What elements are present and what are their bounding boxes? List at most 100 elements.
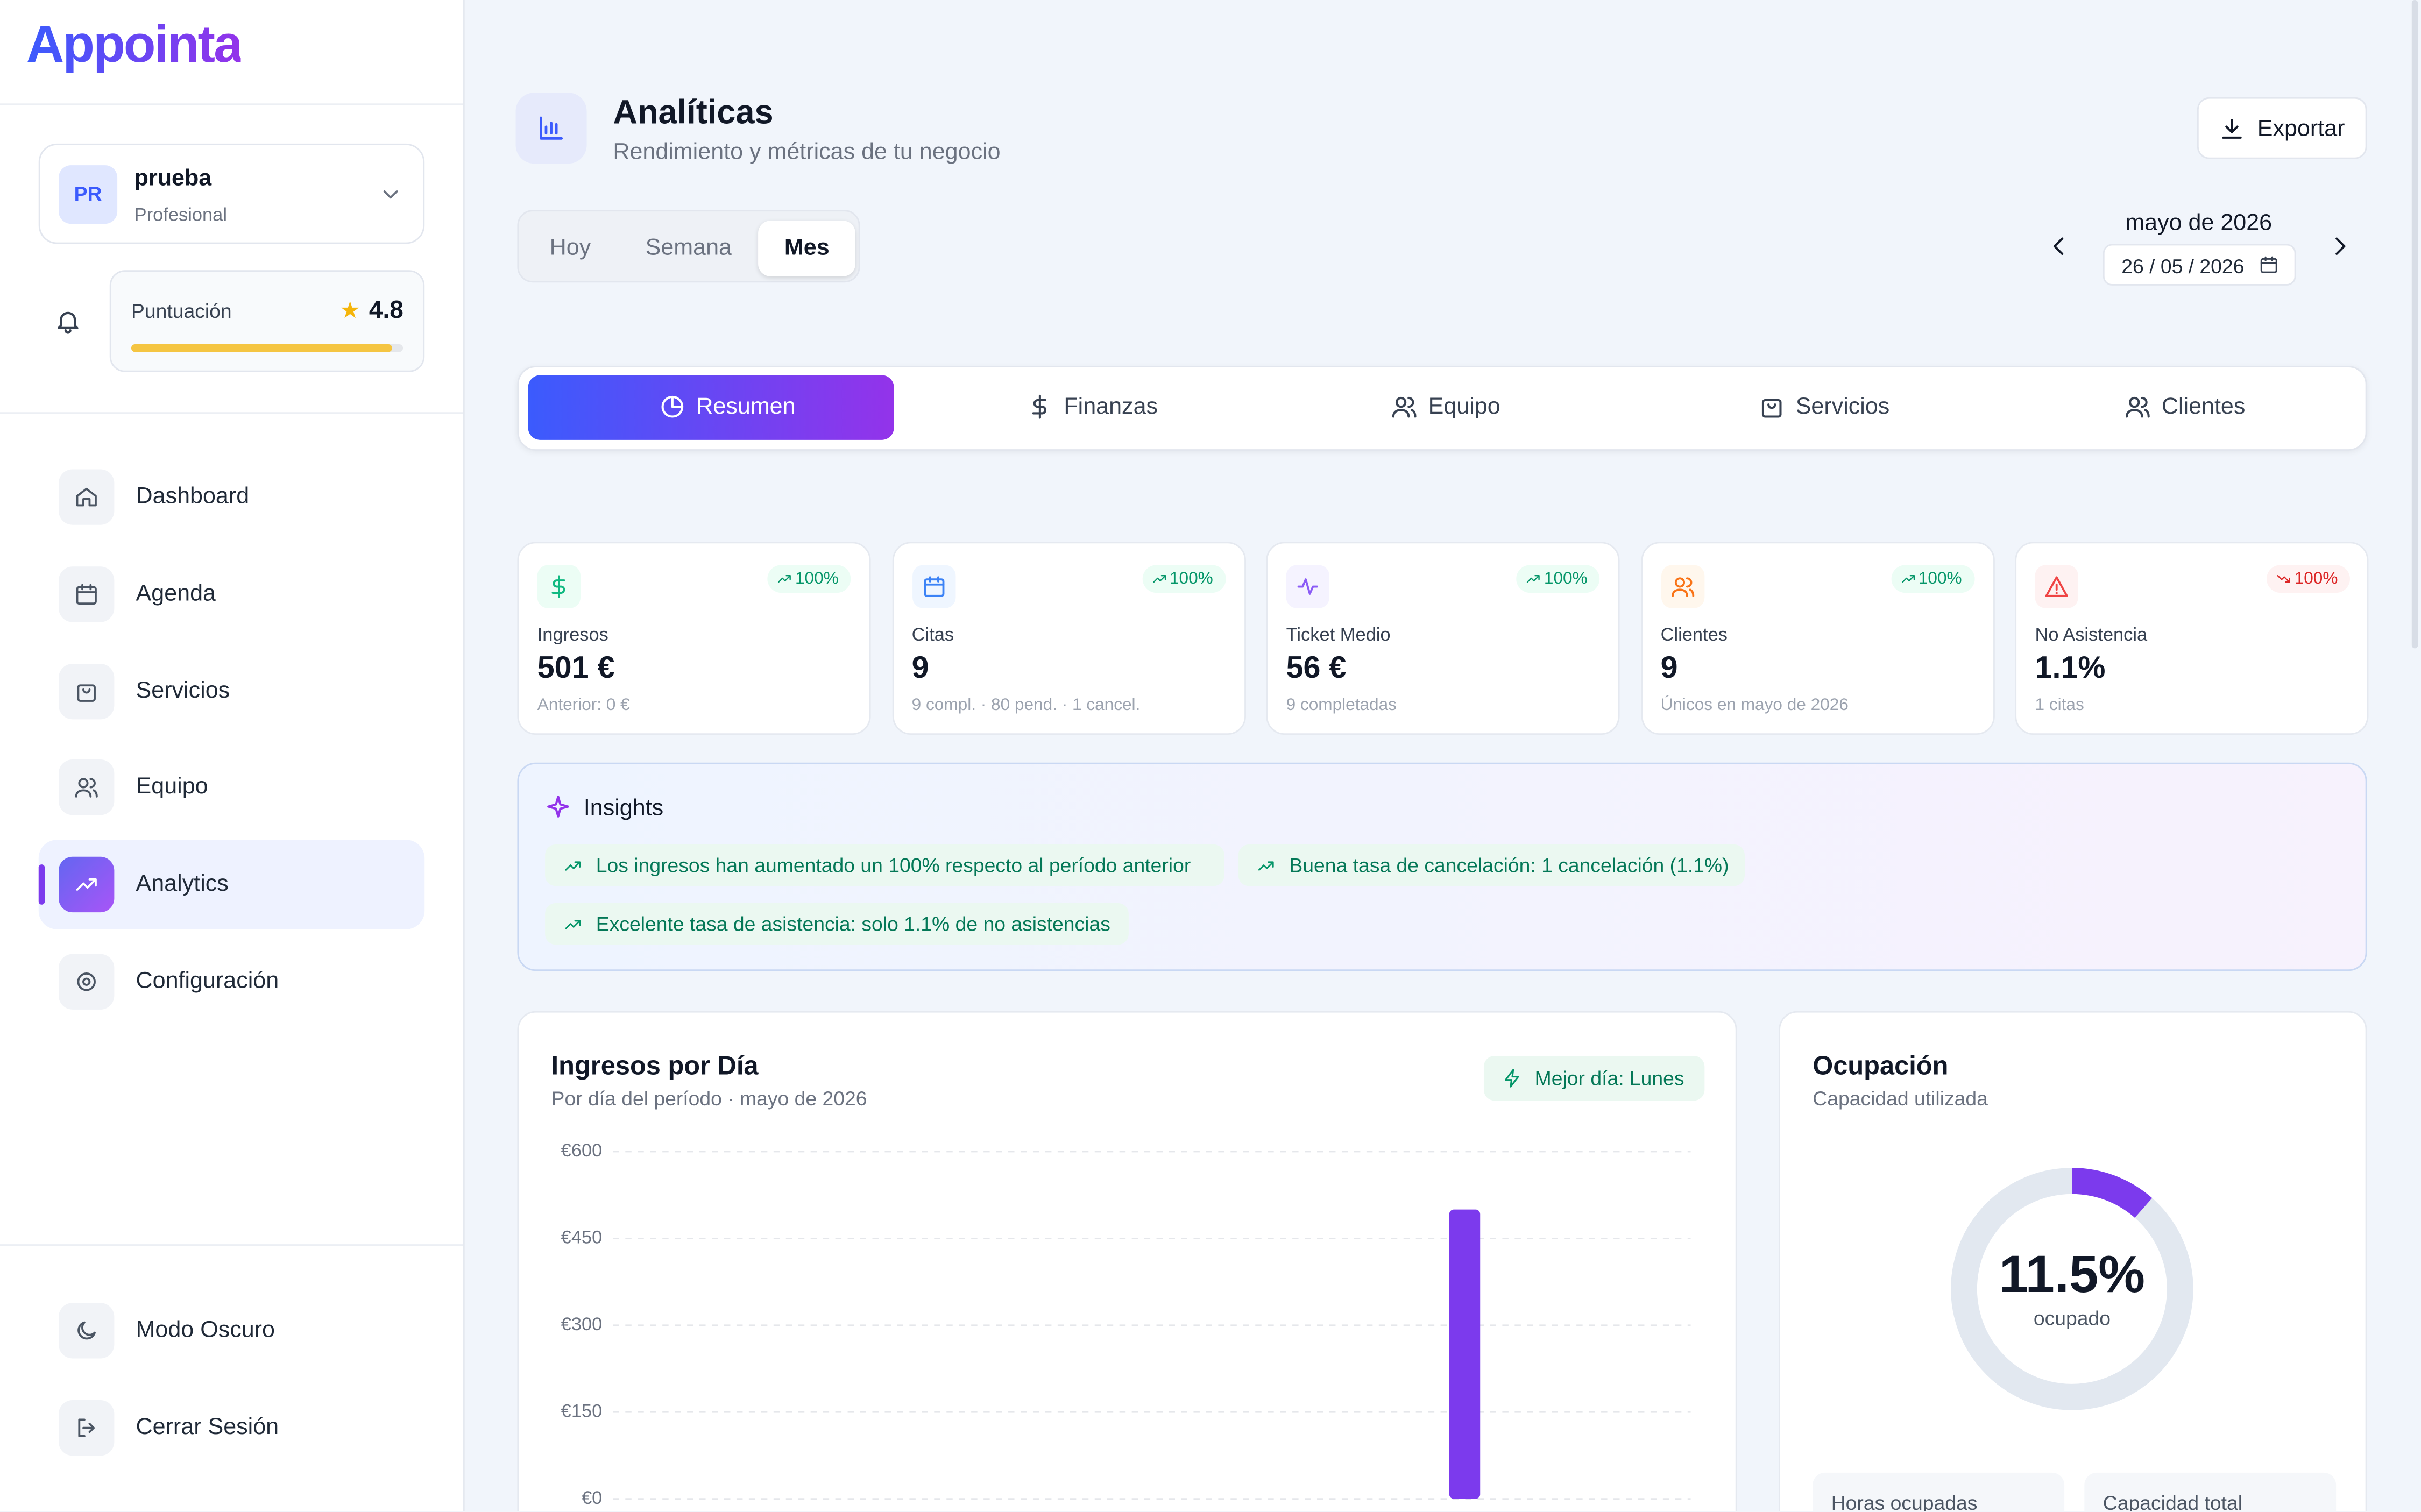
user-role: Profesional bbox=[134, 203, 228, 226]
icon bbox=[1297, 578, 1318, 595]
icon bbox=[2277, 575, 2290, 583]
kpi-change-value: 100% bbox=[795, 569, 839, 588]
icon bbox=[75, 778, 98, 798]
icon-part bbox=[1674, 577, 1684, 588]
period-option[interactable]: Mes bbox=[784, 235, 830, 261]
kpi-card: 100% Clientes 9 Únicos en mayo de 2026 bbox=[1640, 542, 1994, 735]
nav-item[interactable]: Agenda bbox=[39, 549, 424, 638]
kpi-change-value: 100% bbox=[1544, 569, 1588, 588]
footer-item[interactable]: Modo Oscuro bbox=[39, 1286, 424, 1375]
kpi-label: No Asistencia bbox=[2035, 623, 2148, 645]
nav-item[interactable]: Configuración bbox=[39, 937, 424, 1026]
icon-part bbox=[565, 920, 581, 929]
kpi-note: 9 compl. · 80 pend. · 1 cancel. bbox=[911, 696, 1141, 715]
kpi-note: 9 completadas bbox=[1286, 696, 1397, 715]
tab-label: Finanzas bbox=[1064, 393, 1158, 420]
icon[interactable] bbox=[2327, 233, 2353, 259]
date-input[interactable]: 26 / 05 / 2026 bbox=[2103, 244, 2296, 286]
nav-icon-box bbox=[59, 663, 115, 719]
rating-fill bbox=[131, 344, 392, 352]
icon-part bbox=[383, 190, 398, 199]
icon-part bbox=[77, 972, 96, 991]
insights-title: Insights bbox=[583, 794, 664, 821]
icon-part bbox=[2277, 575, 2290, 583]
icon[interactable] bbox=[2046, 233, 2072, 259]
icon-part bbox=[77, 1321, 96, 1340]
donut-center-label: ocupado bbox=[2034, 1307, 2111, 1330]
icon-part bbox=[2053, 237, 2064, 255]
icon-part bbox=[2260, 258, 2277, 273]
tab[interactable]: Servicios bbox=[1737, 375, 1938, 440]
icon-part bbox=[2335, 237, 2346, 255]
icon bbox=[78, 1418, 95, 1437]
y-tick-label: €450 bbox=[561, 1227, 603, 1247]
icon-part bbox=[82, 977, 91, 986]
icon bbox=[923, 576, 944, 597]
kpi-icon-box bbox=[911, 565, 955, 608]
kpi-change: 100% bbox=[2267, 565, 2350, 593]
icon-part bbox=[78, 1418, 95, 1437]
icon bbox=[77, 1321, 96, 1340]
kpi-value: 9 bbox=[911, 651, 929, 686]
tab[interactable]: Equipo bbox=[1370, 375, 1570, 440]
icon-part bbox=[1670, 577, 1694, 597]
nav-label: Dashboard bbox=[136, 483, 250, 510]
tab[interactable]: Resumen bbox=[638, 375, 838, 440]
nav-item[interactable]: Equipo bbox=[39, 743, 424, 833]
footer-item[interactable]: Cerrar Sesión bbox=[39, 1383, 424, 1472]
kpi-value: 1.1% bbox=[2035, 651, 2106, 686]
icon bbox=[1505, 1069, 1519, 1088]
icon-part bbox=[76, 487, 97, 507]
icon-part bbox=[2260, 256, 2277, 264]
star: ★ bbox=[339, 297, 360, 324]
kpi-label: Ingresos bbox=[537, 623, 608, 645]
period-option[interactable]: Semana bbox=[645, 235, 732, 261]
stat-label: Capacidad total bbox=[2103, 1491, 2243, 1511]
kpi-label: Clientes bbox=[1660, 623, 1728, 645]
kpi-label: Ticket Medio bbox=[1286, 623, 1391, 645]
chart-subtitle: Capacidad utilizada bbox=[1813, 1087, 1988, 1110]
period-option[interactable]: Hoy bbox=[549, 235, 591, 261]
icon[interactable] bbox=[54, 307, 82, 335]
icon-part bbox=[2045, 576, 2068, 597]
kpi-change: 100% bbox=[1516, 565, 1600, 593]
icon bbox=[1670, 577, 1694, 597]
divider bbox=[0, 1244, 463, 1246]
nav-icon-box bbox=[59, 469, 115, 525]
icon bbox=[565, 861, 581, 871]
icon bbox=[661, 395, 684, 418]
icon bbox=[2126, 396, 2150, 418]
nav-item[interactable]: Servicios bbox=[39, 646, 424, 735]
period-switch: Hoy Semana Mes bbox=[517, 210, 860, 283]
tab[interactable]: Finanzas bbox=[1005, 375, 1206, 440]
kpi-icon-box bbox=[537, 565, 581, 608]
icon bbox=[2045, 576, 2068, 597]
user-card[interactable]: PR prueba Profesional bbox=[38, 143, 425, 244]
icon bbox=[1258, 861, 1274, 871]
tab[interactable]: Clientes bbox=[2103, 375, 2304, 440]
rating-value: 4.8 bbox=[369, 297, 404, 324]
icon-part bbox=[923, 578, 944, 597]
icon bbox=[2222, 119, 2242, 139]
kpi-value: 9 bbox=[1660, 651, 1678, 686]
icon bbox=[1901, 575, 1914, 583]
export-button[interactable]: Exportar bbox=[2197, 97, 2367, 159]
icon bbox=[777, 575, 791, 583]
nav-item[interactable]: Analytics bbox=[38, 840, 425, 930]
tab-label: Clientes bbox=[2161, 393, 2246, 420]
revenue-card: Ingresos por Día Por día del período · ma… bbox=[517, 1011, 1737, 1511]
insight-text: Los ingresos han aumentado un 100% respe… bbox=[596, 854, 1191, 877]
icon-part bbox=[547, 796, 569, 818]
y-tick-label: €0 bbox=[582, 1488, 602, 1508]
kpi-change: 100% bbox=[1142, 565, 1226, 593]
kpi-icon-box bbox=[1286, 565, 1329, 608]
icon-part bbox=[78, 778, 89, 789]
nav-item[interactable]: Dashboard bbox=[39, 452, 424, 542]
logo: Appointa bbox=[26, 16, 243, 76]
icon-part bbox=[540, 116, 563, 140]
icon-part bbox=[1901, 575, 1914, 583]
insight-chip: Los ingresos han aumentado un 100% respe… bbox=[545, 844, 1224, 886]
